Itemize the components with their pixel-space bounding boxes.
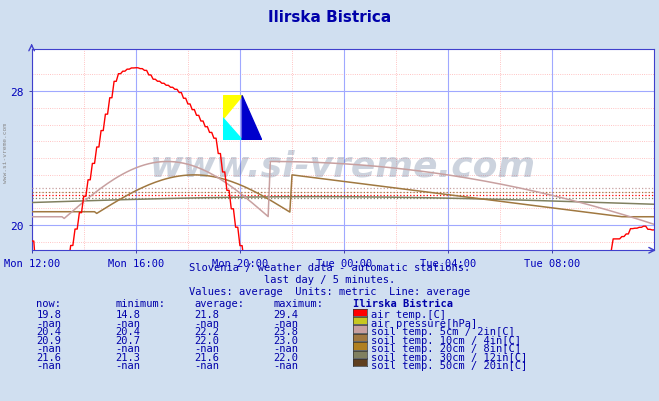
Text: -nan: -nan [273,343,299,353]
Text: -nan: -nan [194,360,219,370]
Text: average:: average: [194,299,244,309]
Text: -nan: -nan [115,318,140,328]
Text: soil temp. 20cm / 8in[C]: soil temp. 20cm / 8in[C] [371,343,521,353]
Text: -nan: -nan [36,318,61,328]
Text: -nan: -nan [36,343,61,353]
Text: -nan: -nan [115,343,140,353]
Polygon shape [242,96,262,140]
Text: Slovenia / weather data - automatic stations.: Slovenia / weather data - automatic stat… [189,263,470,273]
Text: Values: average  Units: metric  Line: average: Values: average Units: metric Line: aver… [189,287,470,297]
Text: maximum:: maximum: [273,299,324,309]
Text: -nan: -nan [115,360,140,370]
Text: -nan: -nan [194,318,219,328]
Text: 22.2: 22.2 [194,326,219,336]
Text: 21.8: 21.8 [194,310,219,320]
Text: 22.0: 22.0 [273,352,299,362]
Polygon shape [223,118,242,140]
Text: 23.8: 23.8 [273,326,299,336]
Text: soil temp. 30cm / 12in[C]: soil temp. 30cm / 12in[C] [371,352,527,362]
Text: soil temp. 50cm / 20in[C]: soil temp. 50cm / 20in[C] [371,360,527,370]
Text: -nan: -nan [273,360,299,370]
Text: 14.8: 14.8 [115,310,140,320]
Text: 20.9: 20.9 [36,335,61,345]
Text: 20.7: 20.7 [115,335,140,345]
Text: last day / 5 minutes.: last day / 5 minutes. [264,275,395,285]
Text: air pressure[hPa]: air pressure[hPa] [371,318,477,328]
Text: air temp.[C]: air temp.[C] [371,310,446,320]
Text: soil temp. 10cm / 4in[C]: soil temp. 10cm / 4in[C] [371,335,521,345]
Text: -nan: -nan [194,343,219,353]
Polygon shape [223,96,242,118]
Text: 21.6: 21.6 [36,352,61,362]
Text: -nan: -nan [36,360,61,370]
Text: Ilirska Bistrica: Ilirska Bistrica [353,299,453,309]
Text: www.si-vreme.com: www.si-vreme.com [3,122,8,182]
Text: 19.8: 19.8 [36,310,61,320]
Text: -nan: -nan [273,318,299,328]
Text: 22.0: 22.0 [194,335,219,345]
Text: 20.4: 20.4 [36,326,61,336]
Text: 21.6: 21.6 [194,352,219,362]
Text: www.si-vreme.com: www.si-vreme.com [150,150,536,183]
Text: soil temp. 5cm / 2in[C]: soil temp. 5cm / 2in[C] [371,326,515,336]
Text: 21.3: 21.3 [115,352,140,362]
Text: 29.4: 29.4 [273,310,299,320]
Text: minimum:: minimum: [115,299,165,309]
Text: 20.4: 20.4 [115,326,140,336]
Text: Ilirska Bistrica: Ilirska Bistrica [268,10,391,25]
Text: 23.0: 23.0 [273,335,299,345]
Text: now:: now: [36,299,61,309]
